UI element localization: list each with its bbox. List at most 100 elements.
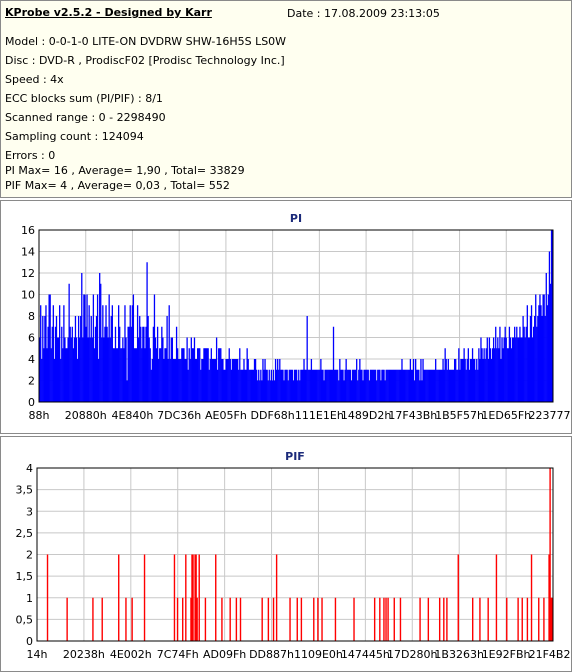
- pif-y-tick-label: 0,5: [16, 613, 34, 626]
- pif-bar: [321, 597, 323, 641]
- pi-bar: [486, 337, 488, 402]
- pi-bar: [149, 348, 151, 402]
- pi-bar: [472, 359, 475, 402]
- pif-x-tick-label: AD09Fh: [203, 648, 246, 661]
- pi-bar: [365, 369, 367, 402]
- pi-bar: [239, 348, 241, 402]
- pi-bar: [380, 380, 382, 402]
- pi-bar: [344, 369, 346, 402]
- pi-bar: [440, 369, 442, 402]
- pi-bar: [478, 348, 480, 402]
- pi-bar: [525, 326, 527, 402]
- info-panel: KProbe v2.5.2 - Designed by Karr Date : …: [0, 0, 572, 198]
- pi-bar: [294, 369, 297, 402]
- pi-bar: [183, 348, 185, 402]
- app-title: KProbe v2.5.2 - Designed by Karr: [5, 6, 212, 19]
- pi-bar: [548, 251, 551, 402]
- pif-bar: [229, 597, 231, 641]
- pi-bar: [139, 316, 141, 402]
- pi-bar: [460, 359, 462, 402]
- pi-bar: [524, 337, 526, 402]
- pif-plot-border: [36, 467, 554, 642]
- pi-bar: [278, 369, 280, 402]
- pif-bar: [313, 597, 315, 641]
- pi-bar: [423, 369, 425, 402]
- pi-bar: [364, 369, 366, 402]
- pi-bar: [215, 337, 218, 402]
- pi-bar: [327, 369, 329, 402]
- pi-bar: [162, 337, 164, 402]
- pif-x-tick-label: 1B3263h: [434, 648, 484, 661]
- pi-bar: [44, 316, 46, 402]
- pi-bar: [498, 348, 500, 402]
- pif-bar: [353, 597, 355, 641]
- pi-bar: [455, 359, 457, 402]
- pi-bar: [317, 369, 319, 402]
- pi-bar: [250, 369, 253, 402]
- pi-bar: [144, 348, 146, 402]
- pif-bar: [196, 597, 198, 641]
- pi-bar: [372, 369, 375, 402]
- pi-bar: [526, 305, 528, 402]
- pi-bar: [518, 337, 520, 402]
- pif-bar: [479, 597, 481, 641]
- pi-bar: [90, 316, 92, 402]
- pi-bar: [368, 380, 370, 402]
- pi-bar: [482, 359, 484, 402]
- pi-bar: [530, 305, 533, 402]
- pi-bar: [225, 359, 227, 402]
- pif-x-tick-label: 4E002h: [110, 648, 152, 661]
- pi-bar: [114, 326, 117, 402]
- pi-bar: [468, 369, 471, 402]
- pi-bar: [123, 348, 125, 402]
- pi-bar: [446, 369, 448, 402]
- pi-bar: [309, 369, 311, 402]
- pi-bar: [445, 359, 447, 402]
- pi-bar: [442, 359, 444, 402]
- pif-bar: [192, 554, 194, 641]
- pi-bar: [435, 359, 437, 402]
- pi-bar: [145, 326, 147, 402]
- pif-bar: [261, 597, 263, 641]
- pi-bar: [496, 348, 498, 402]
- pif-x-tick-label: 7C74Fh: [157, 648, 199, 661]
- pi-bar: [529, 316, 532, 402]
- pi-bar: [76, 359, 79, 402]
- pi-bar: [537, 316, 539, 402]
- pi-bar: [345, 359, 347, 402]
- pif-bar: [204, 597, 207, 641]
- pi-bar: [128, 326, 130, 402]
- pi-bar: [190, 337, 192, 402]
- pi-bar: [369, 369, 372, 402]
- pi-bar: [448, 369, 451, 402]
- pi-bar: [255, 369, 258, 402]
- pif-x-tick-label: 1E92FBh: [482, 648, 531, 661]
- pi-bar: [320, 359, 322, 402]
- pi-bar: [457, 369, 459, 402]
- pif-bar: [543, 597, 545, 641]
- pi-bar: [396, 369, 398, 402]
- pif-bar: [472, 597, 474, 641]
- pi-bar: [80, 316, 82, 402]
- pi-bar: [148, 337, 150, 402]
- pi-summary-line: PI Max= 16 , Average= 1,90 , Total= 3382…: [5, 164, 245, 177]
- pi-bar: [360, 369, 362, 402]
- pi-bar: [238, 369, 240, 402]
- pi-bar: [105, 305, 107, 402]
- range-line: Scanned range : 0 - 2298490: [5, 111, 166, 124]
- pi-bar: [403, 369, 405, 402]
- pi-bar: [63, 305, 65, 402]
- pi-bar: [392, 369, 395, 402]
- pi-bar: [447, 359, 449, 402]
- pif-x-tick-label: 147445h: [341, 648, 390, 661]
- pi-bar: [306, 316, 308, 402]
- pi-bar: [540, 305, 542, 402]
- pi-bar: [213, 359, 216, 402]
- pi-bar: [140, 326, 142, 402]
- pi-bar: [259, 380, 261, 402]
- pif-y-tick-label: 2,5: [16, 527, 34, 540]
- pi-bar: [433, 369, 436, 402]
- pi-bar: [352, 369, 355, 402]
- pi-bar: [303, 359, 305, 402]
- pif-bar: [495, 554, 498, 641]
